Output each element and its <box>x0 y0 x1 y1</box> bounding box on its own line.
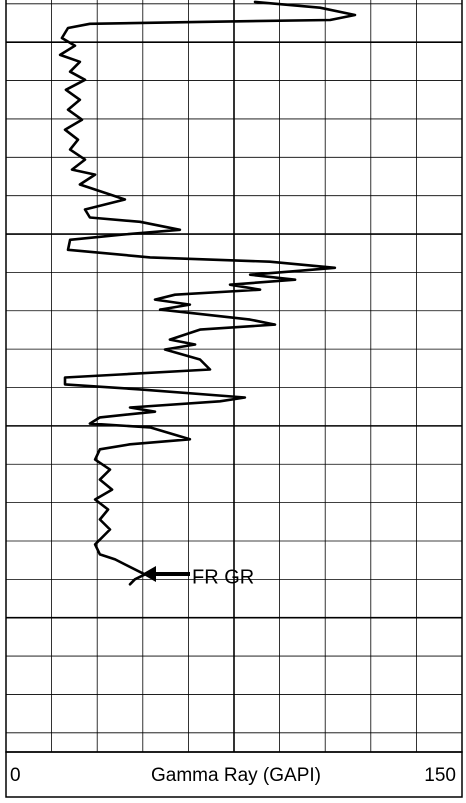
arrow-head <box>142 566 156 582</box>
x-min-label: 0 <box>10 765 21 786</box>
x-max-label: 150 <box>424 765 456 786</box>
annotation: FR GR <box>192 566 254 588</box>
label-frame <box>5 751 463 798</box>
curve-layer <box>58 0 357 586</box>
gamma-ray-curve <box>58 0 357 586</box>
x-axis-label: Gamma Ray (GAPI) <box>151 765 321 786</box>
annotation-arrow <box>142 566 190 582</box>
